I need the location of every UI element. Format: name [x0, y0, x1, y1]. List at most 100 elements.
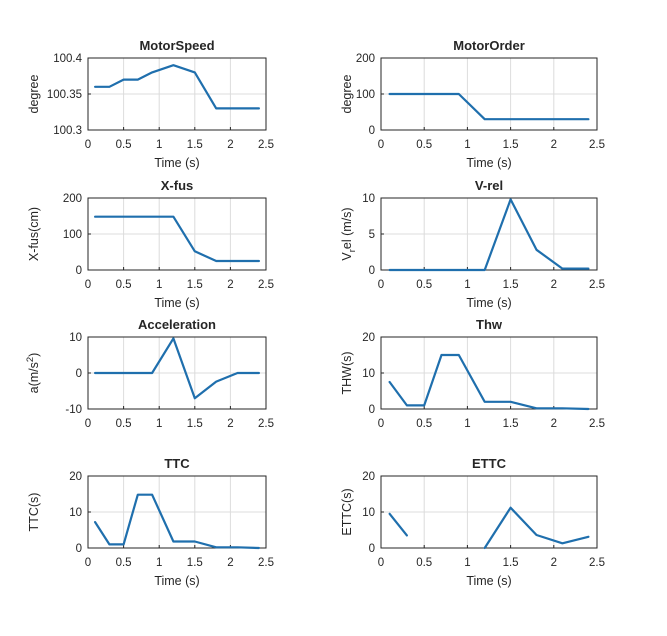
y-tick-label: 10: [362, 507, 375, 519]
x-tick-label: 0.5: [416, 279, 432, 291]
x-tick-label: 1.5: [503, 557, 519, 569]
y-tick-label: 10: [69, 332, 82, 344]
x-tick-label: 2: [551, 279, 557, 291]
x-tick-label: 1: [156, 139, 162, 151]
x-tick-label: 1: [464, 139, 470, 151]
series-line-acceleration: [93, 337, 260, 400]
x-tick-label: 0: [85, 139, 91, 151]
x-tick-label: 1: [464, 418, 470, 430]
x-tick-label: 2: [227, 557, 233, 569]
x-tick-label: 2.5: [589, 557, 605, 569]
x-tick-label: 0.5: [416, 557, 432, 569]
series-line-ttc: [93, 493, 260, 550]
series-line-thw: [388, 353, 590, 411]
subplot-thw: 0 0.5 1 1.5 2 2.5 0 10 20 Thw THW(s): [340, 317, 605, 430]
subplot-ettc: 0 0.5 1 1.5 2 2.5 0 10 20 ETTC Time (s) ETTC(s): [340, 456, 605, 588]
y-axis-label: degree: [340, 74, 354, 113]
x-tick-label: 0.5: [416, 139, 432, 151]
series-line-motorspeed: [93, 64, 260, 110]
x-tick-label: 1.5: [187, 279, 203, 291]
x-tick-label: 1.5: [187, 418, 203, 430]
series-line-motororder: [388, 92, 590, 121]
subplot-title: Thw: [476, 317, 503, 332]
x-tick-label: 0.5: [116, 279, 132, 291]
x-tick-label: 0.5: [416, 418, 432, 430]
x-tick-label: 0: [85, 279, 91, 291]
x-tick-label: 2.5: [589, 279, 605, 291]
series-line-ettc: [483, 506, 590, 550]
x-tick-label: 0: [85, 557, 91, 569]
x-tick-label: 1.5: [503, 139, 519, 151]
subplot-title: X-fus: [161, 178, 194, 193]
x-axis-label: Time (s): [154, 156, 199, 170]
x-axis-label: Time (s): [154, 296, 199, 310]
subplot-motororder: 0 0.5 1 1.5 2 2.5 0 100 200 MotorOrder Time (s) deg…: [340, 38, 605, 170]
x-tick-label: 0.5: [116, 139, 132, 151]
y-tick-label: 0: [76, 368, 82, 380]
x-tick-label: 2.5: [258, 418, 274, 430]
y-tick-label: 20: [69, 471, 82, 483]
y-axis-label: ETTC(s): [340, 488, 354, 535]
y-tick-label: 5: [369, 229, 375, 241]
x-tick-label: 2: [227, 279, 233, 291]
x-tick-label: 1.5: [503, 279, 519, 291]
x-tick-label: 2: [551, 557, 557, 569]
y-tick-label: 10: [362, 193, 375, 205]
x-axis-label: Time (s): [466, 296, 511, 310]
x-tick-label: 2.5: [258, 139, 274, 151]
subplot-title: V-rel: [475, 178, 503, 193]
x-tick-label: 2.5: [589, 418, 605, 430]
y-tick-label: 100.4: [53, 53, 82, 65]
y-tick-label: 0: [369, 125, 375, 137]
x-tick-label: 0.5: [116, 557, 132, 569]
subplot-x-fus: 0 0.5 1 1.5 2 2.5 0 100 200 X-fus Time (s) X-fus(cm…: [27, 178, 274, 310]
y-tick-label: 100.3: [53, 125, 82, 137]
series-line-ettc: [388, 512, 408, 537]
y-tick-label: 0: [76, 265, 82, 277]
y-axis-label: TTC(s): [27, 493, 41, 532]
y-axis-label: a(m/s2): [25, 353, 41, 394]
x-tick-label: 2.5: [258, 279, 274, 291]
y-tick-label: 20: [362, 332, 375, 344]
x-axis-label: Time (s): [154, 574, 199, 588]
subplot-title: Acceleration: [138, 317, 216, 332]
x-tick-label: 2: [551, 139, 557, 151]
subplot-title: MotorOrder: [453, 38, 525, 53]
y-tick-label: 100.35: [47, 89, 82, 101]
y-tick-label: 200: [63, 193, 82, 205]
series-line-x-fus: [93, 215, 260, 263]
x-tick-label: 2.5: [258, 557, 274, 569]
x-tick-label: 0.5: [116, 418, 132, 430]
subplot-title: MotorSpeed: [139, 38, 214, 53]
subplot-title: TTC: [164, 456, 190, 471]
y-tick-label: 100: [356, 89, 375, 101]
x-tick-label: 0: [378, 418, 384, 430]
subplot-title: ETTC: [472, 456, 507, 471]
y-tick-label: 10: [69, 507, 82, 519]
x-tick-label: 1: [156, 557, 162, 569]
y-axis-label: X-fus(cm): [27, 207, 41, 261]
x-axis-label: Time (s): [466, 156, 511, 170]
x-tick-label: 0: [378, 279, 384, 291]
x-axis-label: Time (s): [466, 574, 511, 588]
x-tick-label: 0: [378, 557, 384, 569]
y-axis-label: Vrel (m/s): [340, 207, 358, 260]
y-tick-label: 20: [362, 471, 375, 483]
x-tick-label: 2: [227, 139, 233, 151]
y-tick-label: 0: [369, 265, 375, 277]
x-tick-label: 1.5: [503, 418, 519, 430]
subplot-v-rel: 0 0.5 1 1.5 2 2.5 0 5 10 V-rel Time (s) Vrel (m/s): [340, 178, 605, 310]
x-tick-label: 1: [464, 279, 470, 291]
x-tick-label: 0: [378, 139, 384, 151]
x-tick-label: 0: [85, 418, 91, 430]
x-tick-label: 2: [227, 418, 233, 430]
y-tick-label: 0: [369, 543, 375, 555]
x-tick-label: 1.5: [187, 557, 203, 569]
y-tick-label: 0: [369, 404, 375, 416]
subplot-motorspeed: 0 0.5 1 1.5 2 2.5 100.3 100.35 100.4 MotorSpeed Ti…: [27, 38, 274, 170]
y-axis-label: degree: [27, 74, 41, 113]
x-tick-label: 2.5: [589, 139, 605, 151]
series-line-v-rel: [388, 198, 590, 272]
